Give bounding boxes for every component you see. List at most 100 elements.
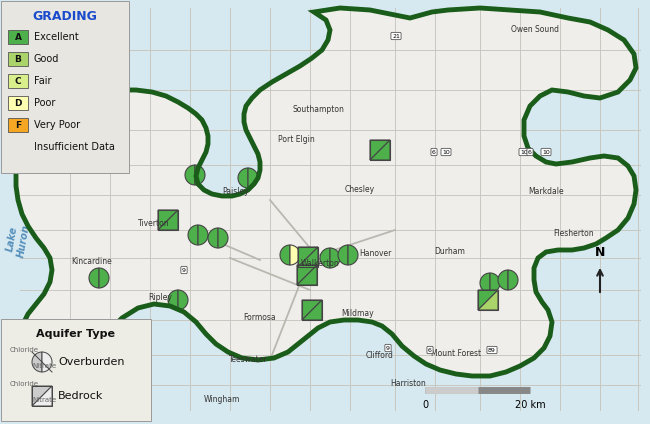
Bar <box>297 265 317 285</box>
Bar <box>8 96 28 110</box>
Text: 6: 6 <box>428 348 432 352</box>
Text: F: F <box>15 120 21 129</box>
Polygon shape <box>297 265 317 285</box>
Text: Clifford: Clifford <box>366 351 394 360</box>
Polygon shape <box>298 247 318 267</box>
Wedge shape <box>208 228 218 248</box>
Wedge shape <box>320 248 330 268</box>
Text: Flesherton: Flesherton <box>554 229 594 238</box>
Text: Mount Forest: Mount Forest <box>431 349 481 359</box>
Bar <box>32 386 52 406</box>
Wedge shape <box>330 248 340 268</box>
Text: Nitrate: Nitrate <box>32 397 56 403</box>
Bar <box>8 118 28 132</box>
Text: 89: 89 <box>488 348 496 352</box>
Wedge shape <box>168 290 178 310</box>
Bar <box>478 290 498 310</box>
Text: Insufficient Data: Insufficient Data <box>34 142 115 152</box>
Wedge shape <box>490 273 500 293</box>
Polygon shape <box>32 386 52 406</box>
Polygon shape <box>16 8 636 376</box>
Text: GRADING: GRADING <box>32 9 98 22</box>
Polygon shape <box>478 290 498 310</box>
Text: Chloride: Chloride <box>10 381 39 387</box>
Text: Tiverton: Tiverton <box>138 220 170 229</box>
Wedge shape <box>218 228 228 248</box>
Wedge shape <box>280 245 290 265</box>
Text: B: B <box>14 55 21 64</box>
Text: Chesley: Chesley <box>345 186 375 195</box>
Polygon shape <box>370 140 390 160</box>
Wedge shape <box>32 352 42 372</box>
Text: Kincardine: Kincardine <box>72 257 112 267</box>
Wedge shape <box>338 245 348 265</box>
Text: N: N <box>595 246 605 259</box>
Polygon shape <box>302 300 322 320</box>
Text: Formosa: Formosa <box>244 313 276 323</box>
Bar <box>8 52 28 66</box>
Wedge shape <box>348 245 358 265</box>
Text: Walkerton: Walkerton <box>300 259 339 268</box>
Polygon shape <box>158 210 178 230</box>
Wedge shape <box>89 268 99 288</box>
Polygon shape <box>158 210 178 230</box>
Bar <box>8 30 28 44</box>
Text: Durham: Durham <box>435 248 465 257</box>
Wedge shape <box>198 225 208 245</box>
Text: C: C <box>15 76 21 86</box>
Wedge shape <box>195 165 205 185</box>
Text: Nitrate: Nitrate <box>32 363 56 369</box>
Bar <box>302 300 322 320</box>
Text: Port Elgin: Port Elgin <box>278 136 315 145</box>
Text: Lake
Huron: Lake Huron <box>5 222 32 259</box>
Text: Paisley: Paisley <box>223 187 250 196</box>
Wedge shape <box>480 273 490 293</box>
Text: Chloride: Chloride <box>10 347 39 353</box>
Bar <box>370 140 390 160</box>
Polygon shape <box>478 290 498 310</box>
Text: Very Poor: Very Poor <box>34 120 80 130</box>
Text: Poor: Poor <box>34 98 55 108</box>
Text: Ripley: Ripley <box>148 293 172 302</box>
Wedge shape <box>290 245 300 265</box>
Text: Overburden: Overburden <box>58 357 125 367</box>
Text: 20 km: 20 km <box>515 400 545 410</box>
Wedge shape <box>498 270 508 290</box>
Bar <box>158 210 178 230</box>
Text: Bedrock: Bedrock <box>58 391 103 401</box>
Polygon shape <box>32 386 52 406</box>
Bar <box>8 74 28 88</box>
Text: Good: Good <box>34 54 59 64</box>
Wedge shape <box>42 352 52 372</box>
Text: D: D <box>14 98 21 108</box>
Wedge shape <box>508 270 518 290</box>
Text: 10: 10 <box>442 150 450 154</box>
Text: 6: 6 <box>528 150 532 154</box>
Text: 9: 9 <box>386 346 390 351</box>
Text: Southampton: Southampton <box>292 106 344 114</box>
Text: 21: 21 <box>392 33 400 39</box>
Text: 9: 9 <box>182 268 186 273</box>
Text: Harriston: Harriston <box>390 379 426 388</box>
Text: A: A <box>14 33 21 42</box>
FancyBboxPatch shape <box>1 319 151 421</box>
Text: Owen Sound: Owen Sound <box>511 25 559 34</box>
Text: Wingham: Wingham <box>204 396 240 404</box>
Text: Excellent: Excellent <box>34 32 79 42</box>
Text: 0: 0 <box>422 400 428 410</box>
Text: Hanover: Hanover <box>359 249 391 259</box>
Text: Teeswater: Teeswater <box>229 355 267 365</box>
FancyBboxPatch shape <box>1 1 129 173</box>
Polygon shape <box>297 265 317 285</box>
Bar <box>298 247 318 267</box>
Text: 10: 10 <box>520 150 528 154</box>
Wedge shape <box>185 165 195 185</box>
Polygon shape <box>370 140 390 160</box>
Wedge shape <box>188 225 198 245</box>
Polygon shape <box>298 247 318 267</box>
Text: 10: 10 <box>542 150 550 154</box>
Wedge shape <box>99 268 109 288</box>
Wedge shape <box>248 168 258 188</box>
Wedge shape <box>178 290 188 310</box>
Text: Fair: Fair <box>34 76 51 86</box>
